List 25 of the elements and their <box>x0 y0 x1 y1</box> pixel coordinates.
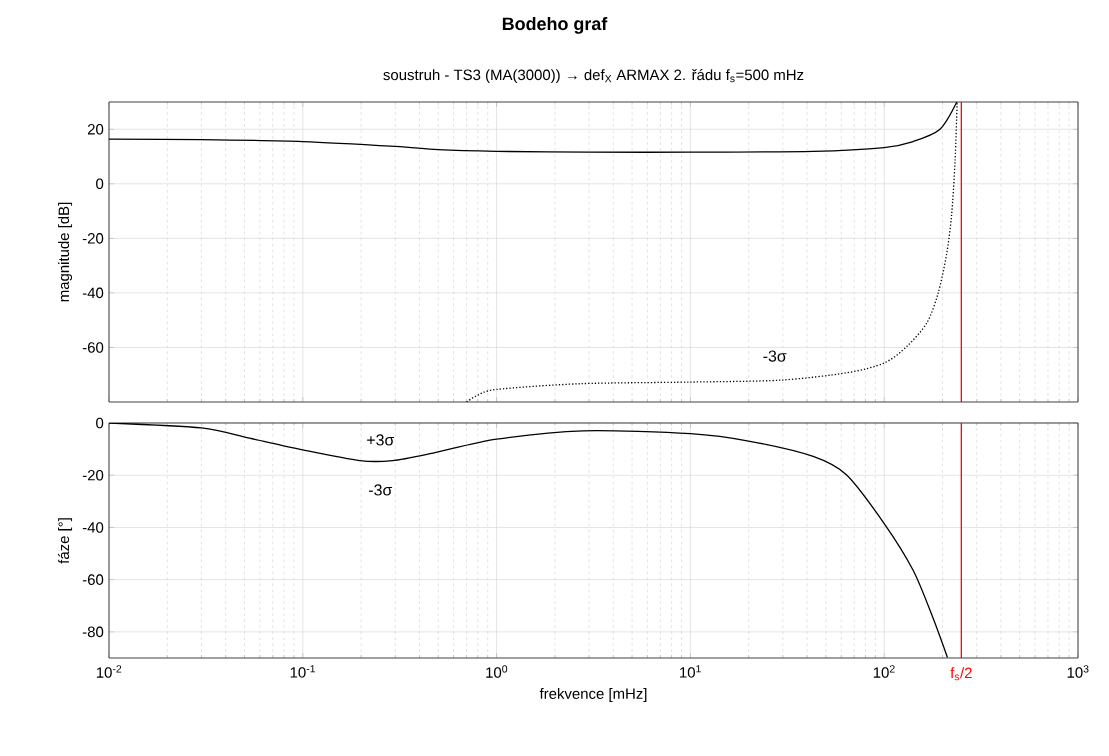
y-tick-label: -40 <box>82 287 104 299</box>
x-tick-label: 10$^{0}$ <box>486 665 508 678</box>
x-tick-label: 10$^{3}$ <box>1067 665 1089 678</box>
y-axis-title: magnitude [dB] <box>58 202 73 302</box>
x-tick-label: 10$^{-2}$ <box>96 665 122 678</box>
x-tick-label: 10$^{1}$ <box>680 665 701 678</box>
y-tick-label: -60 <box>82 574 104 585</box>
y-tick-label: -80 <box>82 626 104 638</box>
y-tick-label: -20 <box>82 233 104 244</box>
y-tick-label: 20 <box>87 123 104 135</box>
chart-subtitle: soustruh - TS3 (MA(3000)) → def$_{X}$ ARMAX 2. řádu f$_{s}$=500 mHz <box>383 68 804 84</box>
chart-title: Bodeho graf <box>502 16 608 34</box>
annotation: +3σ <box>367 434 395 446</box>
x-tick-label: 10$^{2}$ <box>873 665 895 678</box>
y-axis-title: fáze [°] <box>57 518 73 564</box>
annotation: -3σ <box>369 484 393 496</box>
annotation: -3σ <box>763 350 787 362</box>
x-axis-title: frekvence [mHz] <box>539 687 647 702</box>
y-tick-label: -60 <box>82 342 104 353</box>
x-tick-label: 10$^{-1}$ <box>290 665 315 678</box>
y-tick-label: 0 <box>96 417 104 429</box>
y-tick-label: 0 <box>96 178 104 190</box>
y-tick-label: -40 <box>82 522 104 533</box>
y-tick-label: -20 <box>82 469 104 481</box>
ref-line-label: f$_{s}$/2 <box>950 667 972 681</box>
